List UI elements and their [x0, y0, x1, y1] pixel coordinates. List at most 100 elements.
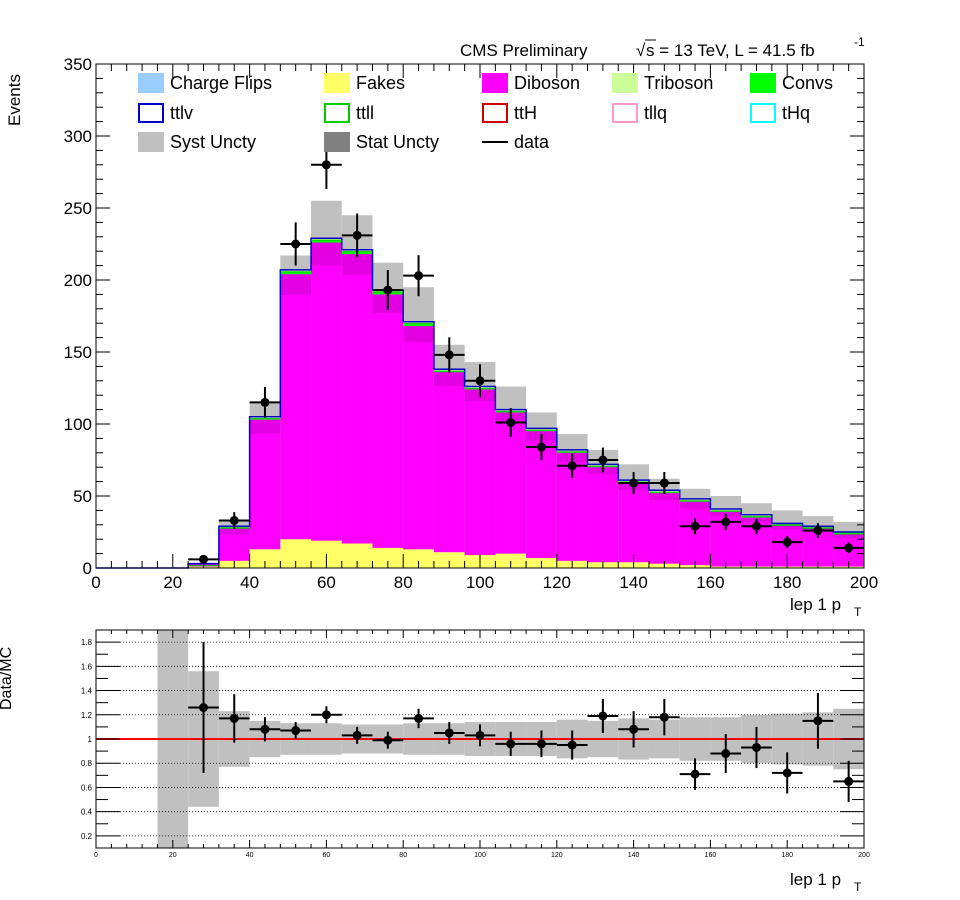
legend-label: tllq [644, 103, 667, 123]
legend-label: Syst Uncty [170, 132, 256, 152]
ratio-point [464, 724, 496, 747]
data-marker [567, 461, 577, 471]
bar-fakes [495, 553, 527, 568]
legend-label: Charge Flips [170, 73, 272, 93]
legend-label: Fakes [356, 73, 405, 93]
ratio-point [526, 730, 557, 758]
ratio-x-tick-label: 180 [781, 852, 793, 859]
bar-fakes [372, 547, 404, 568]
ratio-point [218, 694, 250, 743]
ratio-point [802, 692, 834, 749]
legend-label: Triboson [644, 73, 713, 93]
data-marker [721, 517, 731, 527]
data-point [495, 408, 527, 438]
legend-swatch [138, 103, 164, 123]
bar-diboson [341, 254, 373, 544]
ratio-marker [383, 735, 393, 745]
legend-label: Stat Uncty [356, 132, 439, 152]
legend-swatch [612, 73, 638, 93]
ratio-point [249, 717, 281, 742]
ratio-x-tick-label: 120 [551, 852, 563, 859]
main-y-axis-label: Events [5, 74, 24, 126]
legend-entry: Stat Uncty [324, 132, 439, 152]
ratio-x-tick-label: 80 [399, 852, 407, 859]
data-marker [659, 478, 669, 488]
legend-entry: ttH [482, 103, 537, 123]
x-tick-label: 200 [850, 573, 878, 592]
ratio-point [771, 752, 803, 794]
legend-label: Convs [782, 73, 833, 93]
ratio-marker [782, 768, 792, 778]
stat-band-bin [771, 524, 803, 530]
ratio-x-tick-label: 200 [858, 852, 870, 859]
y-tick-label: 200 [64, 271, 92, 290]
ratio-point [188, 642, 219, 773]
legend-label: ttlv [170, 103, 193, 123]
bar-diboson [648, 493, 680, 564]
legend-entry: Fakes [324, 73, 405, 93]
ratio-marker [659, 712, 669, 722]
ratio-x-axis-label: lep 1 p [790, 870, 841, 889]
ratio-y-tick-label: 0.2 [81, 832, 93, 841]
ratio-x-tick-label: 20 [169, 852, 177, 859]
bar-diboson [311, 242, 342, 541]
ratio-point [679, 758, 711, 790]
stat-band-bin [833, 533, 864, 539]
y-tick-label: 50 [73, 487, 92, 506]
y-tick-label: 150 [64, 343, 92, 362]
legend-label: Diboson [514, 73, 580, 93]
ratio-point [833, 760, 864, 802]
legend-entry: tHq [750, 103, 810, 123]
legend-swatch [612, 103, 638, 123]
legend-entry: tllq [612, 103, 667, 123]
ratio-y-tick-label: 1.4 [81, 687, 93, 696]
ratio-marker [291, 726, 301, 736]
ratio-y-tick-label: 1.6 [81, 662, 93, 671]
ratio-points [188, 642, 864, 802]
legend-swatch [324, 73, 350, 93]
header-label: CMS Preliminary [460, 41, 588, 60]
legend-entry: Diboson [482, 73, 580, 93]
data-marker [414, 271, 424, 281]
legend-entry: ttlv [138, 103, 193, 123]
bar-diboson [403, 326, 434, 550]
data-point [526, 433, 557, 461]
data-marker [813, 526, 823, 536]
ratio-marker [567, 740, 577, 750]
data-point [802, 523, 834, 538]
data-marker [229, 515, 239, 525]
ratio-x-tick-label: 160 [705, 852, 717, 859]
data-point [403, 255, 434, 297]
data-point [833, 542, 864, 554]
bar-diboson [280, 274, 312, 540]
ratio-marker [199, 703, 209, 713]
legend-swatch [482, 73, 508, 93]
data-point [741, 518, 772, 534]
ratio-marker [751, 742, 761, 752]
x-tick-label: 120 [543, 573, 571, 592]
x-tick-label: 40 [240, 573, 259, 592]
data-marker [629, 478, 639, 488]
data-point [618, 471, 649, 495]
legend-swatch [750, 73, 776, 93]
data-point [341, 213, 373, 258]
ratio-y-tick-label: 0.4 [81, 808, 93, 817]
ratio-x-tick-label: 100 [474, 852, 486, 859]
legend-entry: Triboson [612, 73, 713, 93]
data-point [771, 535, 803, 549]
ratio-y-tick-label: 1 [88, 735, 93, 744]
legend-entry: ttll [324, 103, 374, 123]
legend-label: ttll [356, 103, 374, 123]
bar-diboson [249, 419, 281, 550]
ratio-point [648, 699, 680, 736]
legend-swatch [482, 103, 508, 123]
bar-diboson [433, 372, 465, 553]
bar-diboson [464, 389, 496, 556]
stat-band-bin [679, 501, 711, 509]
ratio-marker [721, 749, 731, 759]
sqrt-symbol: √ [636, 41, 646, 60]
legend-swatch [324, 132, 350, 152]
x-tick-label: 60 [317, 573, 336, 592]
data-point [648, 471, 680, 495]
